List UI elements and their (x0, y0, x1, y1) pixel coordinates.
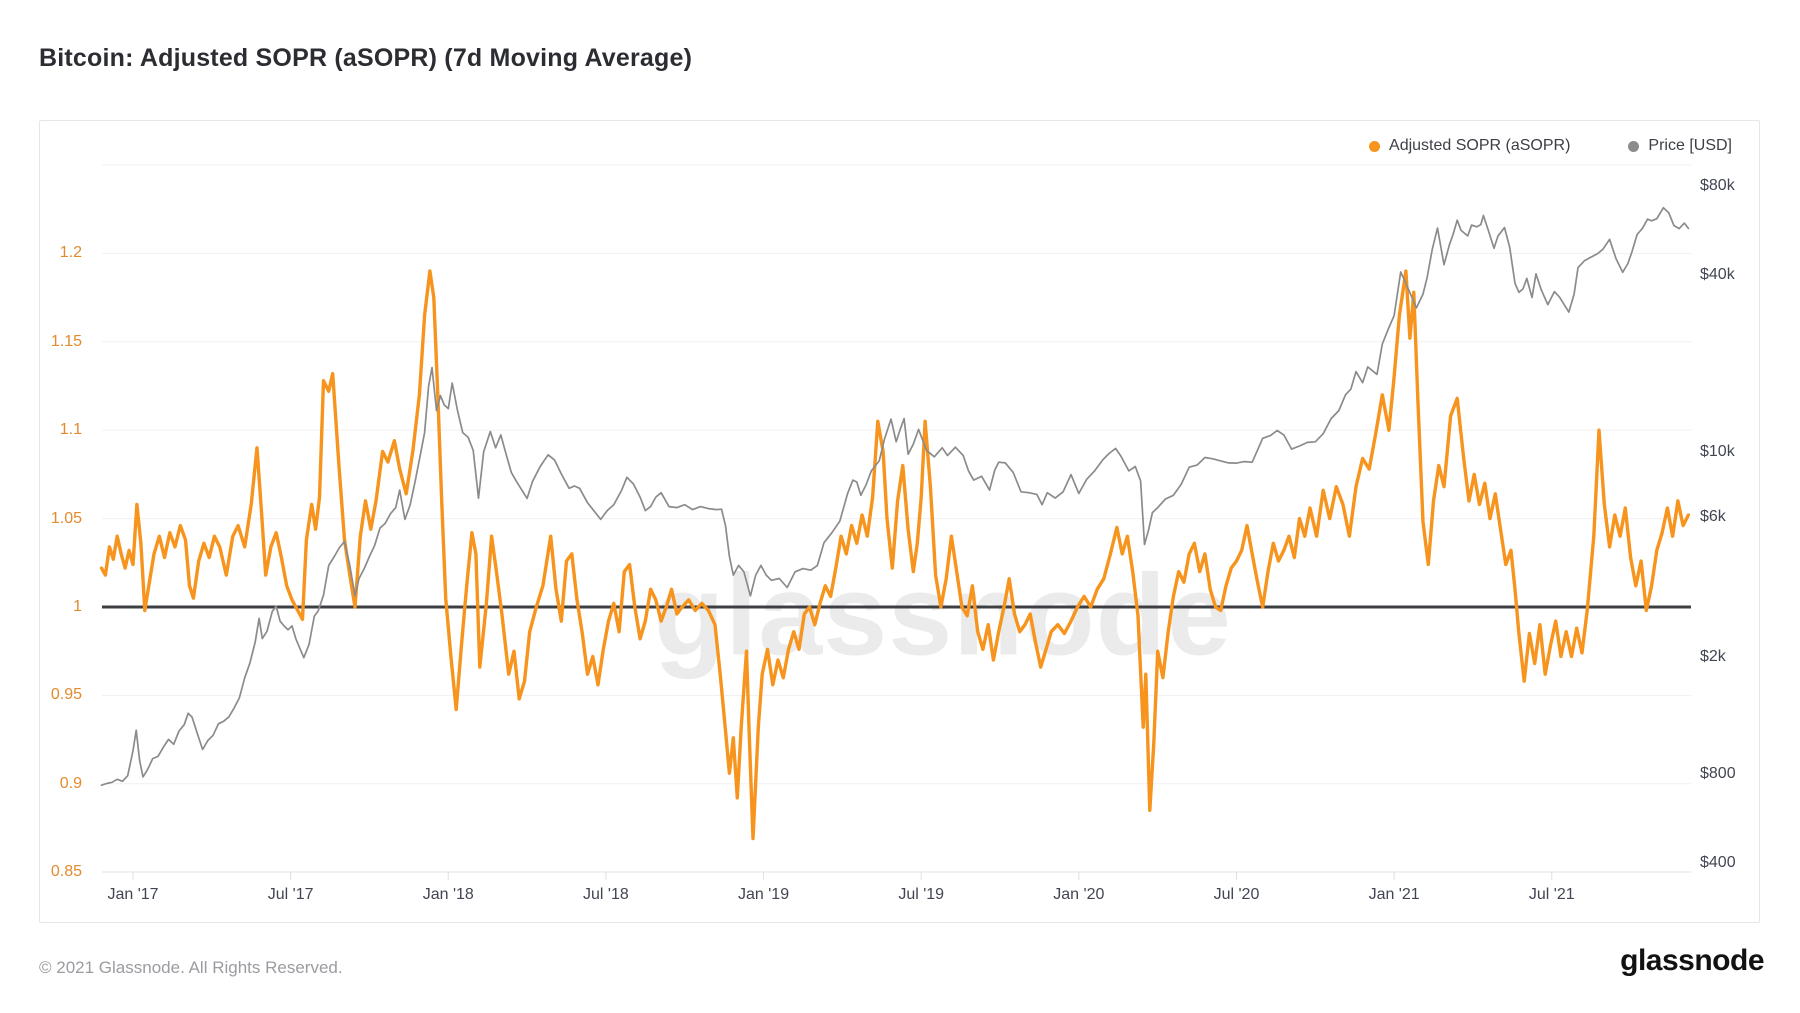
y-right-tick-label: $2k (1700, 648, 1726, 666)
y-left-tick-label: 1.15 (50, 332, 82, 350)
y-left-tick-label: 1.2 (59, 244, 82, 262)
asopr-legend-dot-icon (1369, 140, 1381, 152)
legend-label-price: Price [USD] (1648, 137, 1732, 154)
y-right-tick-label: $400 (1700, 853, 1736, 871)
x-tick-label: Jul '17 (267, 886, 314, 903)
y-right-tick-label: $800 (1700, 765, 1736, 783)
x-tick-label: Jan '19 (738, 886, 790, 903)
x-tick-label: Jan '18 (422, 886, 474, 903)
y-left-tick-label: 1.05 (50, 509, 82, 527)
asopr-line (99, 269, 1691, 841)
y-right-tick-label: $10k (1700, 442, 1735, 460)
x-tick-label: Jul '20 (1213, 886, 1260, 903)
x-tick-label: Jan '21 (1368, 886, 1420, 903)
y-left-tick-label: 0.85 (50, 863, 82, 881)
legend-item-asopr[interactable]: Adjusted SOPR (aSOPR) (1369, 137, 1570, 155)
glassnode-watermark: glassnode (654, 551, 1232, 680)
legend-label-asopr: Adjusted SOPR (aSOPR) (1389, 137, 1571, 154)
copyright-text: © 2021 Glassnode. All Rights Reserved. (39, 958, 343, 977)
x-tick-label: Jul '21 (1528, 886, 1575, 903)
x-tick-label: Jul '19 (898, 886, 945, 903)
x-tick-label: Jan '17 (107, 886, 159, 903)
y-left-tick-label: 1 (73, 597, 82, 615)
y-right-tick-label: $80k (1700, 176, 1735, 194)
price-legend-dot-icon (1628, 140, 1640, 152)
y-right-tick-label: $6k (1700, 507, 1726, 525)
x-tick-label: Jan '20 (1053, 886, 1105, 903)
y-right-tick-label: $40k (1700, 265, 1735, 283)
legend-item-price[interactable]: Price [USD] (1628, 137, 1732, 155)
y-left-tick-label: 1.1 (59, 421, 82, 439)
x-tick-label: Jul '18 (583, 886, 629, 903)
chart-legend: Adjusted SOPR (aSOPR) Price [USD] (1369, 137, 1732, 155)
price-line (100, 206, 1690, 787)
page-title: Bitcoin: Adjusted SOPR (aSOPR) (7d Movin… (39, 44, 693, 72)
y-left-tick-label: 0.95 (50, 686, 82, 704)
y-left-tick-label: 0.9 (59, 774, 82, 792)
glassnode-logo: glassnode (1620, 944, 1764, 977)
